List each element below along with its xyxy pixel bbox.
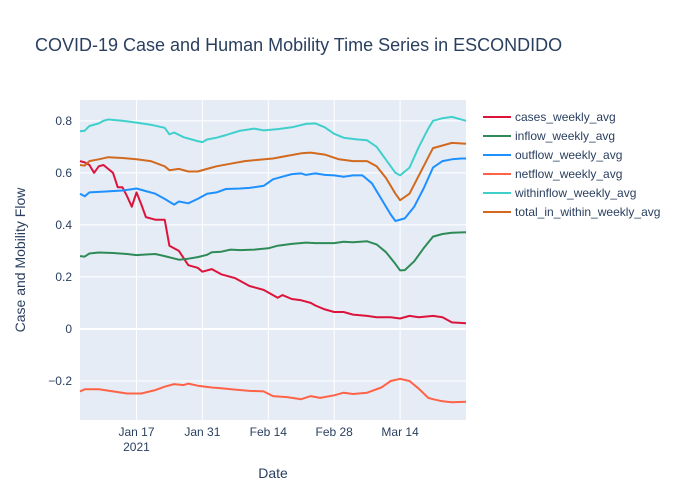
series-line-cases-weekly-avg [79, 160, 467, 325]
legend-label: outflow_weekly_avg [515, 148, 622, 162]
legend-item-cases-weekly-avg[interactable]: cases_weekly_avg [483, 110, 616, 124]
y-axis-title: Case and Mobility Flow [12, 187, 28, 333]
x-tick-label: Feb 28 [316, 425, 354, 439]
series-line-withinflow-weekly-avg [79, 115, 467, 177]
legend-item-netflow-weekly-avg[interactable]: netflow_weekly_avg [483, 167, 622, 181]
plot-area [80, 100, 466, 420]
y-tick-label: 0.2 [55, 270, 72, 284]
legend-label: netflow_weekly_avg [515, 167, 622, 181]
x-tick-label: Mar 14 [381, 425, 419, 439]
series-line-total-in-within-weekly-avg [79, 141, 467, 202]
x-tick-sublabel: 2021 [123, 440, 150, 454]
x-tick-label: Feb 14 [250, 425, 288, 439]
series-line-netflow-weekly-avg [79, 377, 467, 404]
series-line-outflow-weekly-avg [79, 157, 466, 222]
y-tick-label: 0 [65, 322, 72, 336]
legend-item-outflow-weekly-avg[interactable]: outflow_weekly_avg [483, 148, 622, 162]
y-tick-label: 0.6 [55, 166, 72, 180]
y-tick-label: −0.2 [48, 374, 72, 388]
y-tick-labels: −0.2 0 0.2 0.4 0.6 0.8 [48, 114, 72, 388]
y-tick-label: 0.8 [55, 114, 72, 128]
legend-label: cases_weekly_avg [515, 110, 616, 124]
legend[interactable]: cases_weekly_avg inflow_weekly_avgoutflow… [483, 110, 660, 219]
grid-lines [80, 100, 466, 420]
x-tick-label: Jan 17 [118, 425, 154, 439]
legend-label: withinflow_weekly_avg [514, 186, 636, 200]
chart-title: COVID-19 Case and Human Mobility Time Se… [35, 35, 562, 55]
x-axis-title: Date [258, 465, 288, 481]
legend-item-total-in-within-weekly-avg[interactable]: total_in_within_weekly_avg [483, 205, 660, 219]
legend-item-inflow-weekly-avg[interactable]: inflow_weekly_avg [483, 129, 615, 143]
x-tick-label: Jan 31 [184, 425, 220, 439]
legend-label: total_in_within_weekly_avg [515, 205, 660, 219]
series-lines [79, 115, 467, 404]
series-line-inflow-weekly-avg [79, 231, 467, 272]
y-tick-label: 0.4 [55, 218, 72, 232]
legend-item-withinflow-weekly-avg[interactable]: withinflow_weekly_avg [483, 186, 636, 200]
legend-label: inflow_weekly_avg [515, 129, 615, 143]
